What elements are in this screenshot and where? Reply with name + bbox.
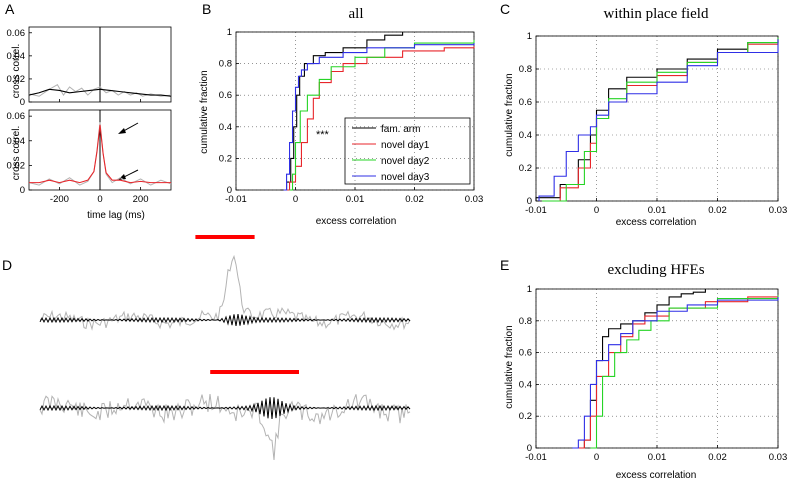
series-novel-day2 [542, 37, 779, 202]
x-tick-label: 0.01 [648, 205, 667, 216]
series-fit [28, 88, 172, 97]
panel-a-bottom-ylabel: cross correl. [11, 126, 22, 180]
x-tick-label: 0 [293, 194, 298, 205]
panel-d-traces [39, 235, 411, 460]
series-raw [28, 84, 172, 97]
x-tick-label: 0.02 [708, 452, 727, 463]
event-2-trace-filtered [39, 397, 411, 420]
y-tick-label: 0.2 [219, 153, 232, 164]
y-tick-label: 1 [527, 284, 532, 295]
y-tick-label: 0.2 [519, 163, 532, 174]
x-tick-label: -200 [50, 194, 69, 205]
y-tick-label: 0 [527, 196, 532, 207]
panel-a-xlabel: time lag (ms) [87, 210, 145, 221]
y-tick-label: 0.4 [219, 122, 232, 133]
y-tick-label: 0.04 [7, 51, 26, 62]
legend-box [344, 117, 471, 185]
y-tick-label: 0.6 [519, 348, 532, 359]
panel-a-top-ylabel: cross correl. [11, 44, 22, 98]
y-tick-label: 1 [527, 31, 532, 42]
panel-a-arrow-peak [118, 122, 139, 134]
x-tick-label: -0.01 [525, 452, 547, 463]
y-tick-label: 0.6 [519, 97, 532, 108]
x-tick-label: 0 [594, 452, 599, 463]
event-1-trace-filtered [39, 314, 411, 326]
y-tick-label: 0.8 [519, 64, 532, 75]
series-raw [28, 122, 172, 186]
panel-c-title: within place field [604, 6, 709, 22]
y-tick-label: 0.8 [519, 316, 532, 327]
x-tick-label: 0.02 [708, 205, 727, 216]
series-fam-arm [572, 289, 706, 449]
x-tick-label: 0 [97, 194, 102, 205]
y-tick-label: 0.4 [519, 379, 532, 390]
y-tick-label: 0.06 [7, 111, 26, 122]
panel-e-xlabel: excess correlation [616, 470, 697, 481]
panel-a-arrow-trough [118, 169, 139, 180]
x-tick-label: 0.03 [769, 452, 788, 463]
event-1-trace-raw [39, 254, 411, 331]
series-novel-day3 [283, 43, 475, 191]
panel-c-xlabel: excess correlation [616, 217, 697, 228]
panel-a-top-plot: 0 0.02 0.04 0.06 [7, 26, 172, 108]
legend-label-fam-arm: fam. arm [381, 124, 420, 135]
series-novel-day1 [578, 296, 778, 449]
series-novel-day3 [572, 296, 779, 449]
panel-e-ylabel: cumulative fraction [504, 325, 515, 408]
panel-label-d: D [2, 257, 12, 273]
y-tick-label: 0.04 [7, 136, 26, 147]
panel-label-c: C [500, 1, 510, 17]
x-tick-label: -0.01 [225, 194, 247, 205]
panel-c-ylabel: cumulative fraction [504, 73, 515, 156]
series-fit [29, 124, 171, 184]
panel-label-e: E [500, 257, 509, 273]
x-tick-label: 0.02 [405, 194, 424, 205]
x-tick-label: 0.01 [346, 194, 365, 205]
y-tick-label: 0.02 [7, 160, 26, 171]
y-tick-label: 0 [20, 97, 25, 108]
significance-marker: *** [316, 129, 330, 141]
y-tick-label: 0.06 [7, 28, 26, 39]
y-tick-label: 0.02 [7, 74, 26, 85]
y-tick-label: 0.8 [219, 59, 232, 70]
y-tick-label: 0.2 [519, 411, 532, 422]
series-fam-arm [280, 32, 404, 191]
legend-label-novel-day2: novel day2 [381, 156, 430, 167]
series-novel-day2 [590, 295, 779, 449]
panel-b-legend: fam. arm novel day1 novel day2 novel day… [344, 117, 471, 185]
panel-label-a: A [5, 1, 15, 17]
y-tick-label: 0 [227, 185, 232, 196]
panel-b-ylabel: cumulative fraction [199, 70, 210, 153]
series-novel-day3 [538, 39, 779, 201]
x-tick-label: 200 [133, 194, 149, 205]
x-tick-label: 0.03 [769, 205, 788, 216]
legend-label-novel-day1: novel day1 [381, 140, 430, 151]
x-tick-label: -0.01 [525, 205, 547, 216]
y-tick-label: 1 [227, 27, 232, 38]
panel-label-b: B [202, 1, 211, 17]
x-tick-label: 0.01 [648, 452, 667, 463]
y-tick-label: 0 [20, 185, 25, 196]
x-tick-label: 0 [594, 205, 599, 216]
series-novel-day1 [542, 39, 779, 202]
panel-b-title: all [349, 6, 364, 22]
panel-b-xlabel: excess correlation [316, 216, 397, 227]
legend-label-novel-day3: novel day3 [381, 172, 430, 183]
y-tick-label: 0.6 [219, 90, 232, 101]
panel-a-bottom-plot: -200 0 200 0 0.02 0.04 0.06 [7, 109, 172, 205]
x-tick-label: 0.03 [465, 194, 484, 205]
event-2-trace-raw [39, 393, 411, 460]
y-tick-label: 0 [527, 443, 532, 454]
panel-e-title: excluding HFEs [607, 262, 704, 278]
y-tick-label: 0.4 [519, 130, 532, 141]
